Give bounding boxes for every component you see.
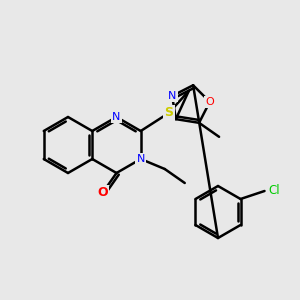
Text: Cl: Cl — [268, 184, 280, 197]
Text: O: O — [97, 187, 108, 200]
Text: N: N — [136, 154, 145, 164]
Text: S: S — [164, 106, 173, 119]
Text: N: N — [112, 112, 121, 122]
Text: N: N — [168, 91, 176, 101]
Text: O: O — [206, 97, 214, 107]
